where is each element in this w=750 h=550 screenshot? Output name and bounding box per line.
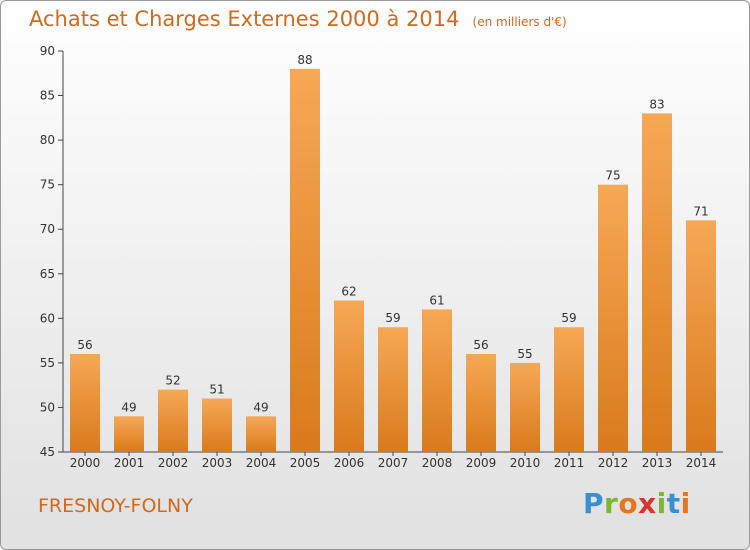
bar-2007[interactable] (378, 327, 408, 452)
bar-value-label: 61 (429, 293, 444, 307)
bar-value-label: 59 (561, 311, 576, 325)
bar-2001[interactable] (114, 416, 144, 452)
bar-2000[interactable] (70, 353, 100, 452)
x-tick-label: 2005 (290, 456, 321, 470)
y-tick-label: 45 (40, 445, 55, 459)
bar-2002[interactable] (158, 389, 188, 452)
bar-value-label: 49 (121, 400, 136, 414)
y-tick-label: 60 (40, 311, 55, 325)
bar-value-label: 75 (605, 169, 620, 183)
bar-2013[interactable] (642, 113, 672, 452)
x-tick-label: 2014 (686, 456, 717, 470)
logo-letter: i (656, 487, 667, 520)
logo-letter: t (666, 487, 681, 520)
x-tick-label: 2012 (598, 456, 629, 470)
bar-value-label: 83 (649, 97, 664, 111)
bar-2006[interactable] (334, 300, 364, 452)
chart-title: Achats et Charges Externes 2000 à 2014 (29, 7, 460, 31)
logo-letter: o (618, 487, 639, 520)
bar-value-label: 49 (253, 400, 268, 414)
bar-2008[interactable] (422, 309, 452, 452)
x-tick-label: 2008 (422, 456, 453, 470)
y-tick-label: 80 (40, 133, 55, 147)
bar-2012[interactable] (598, 184, 628, 452)
logo-letter: r (604, 487, 619, 520)
y-tick-label: 85 (40, 89, 55, 103)
logo-letter: P (583, 487, 605, 520)
bar-2010[interactable] (510, 362, 540, 452)
x-tick-label: 2003 (202, 456, 233, 470)
bar-value-label: 88 (297, 53, 312, 67)
x-tick-label: 2013 (642, 456, 673, 470)
chart-unit: (en milliers d'€) (472, 15, 567, 29)
x-tick-label: 2007 (378, 456, 409, 470)
bar-value-label: 52 (165, 374, 180, 388)
logo-letter: x (638, 487, 657, 520)
x-tick-label: 2004 (246, 456, 277, 470)
x-tick-label: 2006 (334, 456, 365, 470)
y-tick-label: 75 (40, 178, 55, 192)
bar-2003[interactable] (202, 398, 232, 452)
bar-value-label: 56 (77, 338, 92, 352)
logo-letter: i (680, 487, 691, 520)
bar-2014[interactable] (686, 220, 716, 452)
bar-value-label: 59 (385, 311, 400, 325)
x-tick-label: 2010 (510, 456, 541, 470)
x-tick-label: 2009 (466, 456, 497, 470)
bar-value-label: 55 (517, 347, 532, 361)
y-tick-label: 65 (40, 267, 55, 281)
bar-2005[interactable] (290, 68, 320, 453)
y-tick-label: 70 (40, 222, 55, 236)
bar-value-label: 56 (473, 338, 488, 352)
bar-2009[interactable] (466, 353, 496, 452)
proxiti-logo[interactable]: Proxiti (583, 487, 691, 520)
chart-header: Achats et Charges Externes 2000 à 2014 (… (29, 7, 567, 31)
bar-2004[interactable] (246, 416, 276, 452)
bar-value-label: 62 (341, 285, 356, 299)
bar-value-label: 71 (693, 204, 708, 218)
commune-name: FRESNOY-FOLNY (38, 495, 193, 517)
x-tick-label: 2011 (554, 456, 585, 470)
y-tick-label: 50 (40, 400, 55, 414)
x-tick-label: 2002 (158, 456, 189, 470)
bar-value-label: 51 (209, 383, 224, 397)
bar-2011[interactable] (554, 327, 584, 452)
y-tick-label: 55 (40, 356, 55, 370)
x-tick-label: 2000 (70, 456, 101, 470)
x-tick-label: 2001 (114, 456, 145, 470)
y-tick-label: 90 (40, 44, 55, 58)
